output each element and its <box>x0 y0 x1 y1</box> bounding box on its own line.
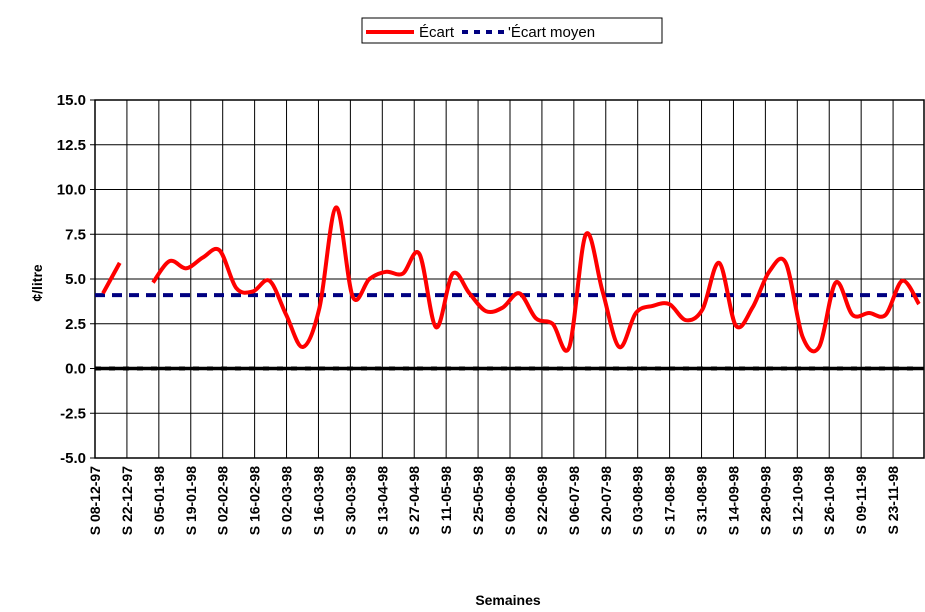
series <box>95 205 921 371</box>
x-tick-label: S 17-08-98 <box>662 466 678 535</box>
x-tick-label: S 28-09-98 <box>757 466 773 535</box>
y-tick-label: 0.0 <box>65 361 86 378</box>
x-tick-label: S 13-04-98 <box>374 466 390 535</box>
y-tick-label: 10.0 <box>57 182 86 199</box>
y-tick-label: 12.5 <box>57 137 86 154</box>
x-tick-label: S 22-06-98 <box>534 466 550 535</box>
x-tick-label: S 06-07-98 <box>566 466 582 535</box>
x-tick-label: S 08-12-97 <box>87 466 103 535</box>
x-tick-label: S 31-08-98 <box>694 466 710 535</box>
legend: Écart 'Écart moyen <box>361 17 663 44</box>
y-tick-label: -5.0 <box>60 450 86 467</box>
x-tick-label: S 20-07-98 <box>598 466 614 535</box>
x-tick-label: S 11-05-98 <box>438 466 454 535</box>
x-tick-label: S 26-10-98 <box>821 466 837 535</box>
x-tick-label: S 23-11-98 <box>885 466 901 535</box>
x-tick-label: S 30-03-98 <box>342 466 358 535</box>
x-tick-label: S 22-12-97 <box>119 466 135 535</box>
x-tick-label: S 14-09-98 <box>725 466 741 535</box>
series-ecart-line-segment <box>101 261 122 295</box>
x-tick-label: S 27-04-98 <box>406 466 422 535</box>
x-tick-label: S 02-03-98 <box>279 466 295 535</box>
x-axis-title: Semaines <box>475 592 541 608</box>
y-tick-label: 5.0 <box>65 271 86 288</box>
x-tick-label: S 25-05-98 <box>470 466 486 535</box>
y-tick-label: 7.5 <box>65 226 86 243</box>
x-tick-label: S 16-02-98 <box>247 466 263 535</box>
y-tick-labels: 15.0 12.5 10.0 7.5 5.0 2.5 0.0 -2.5 -5.0 <box>57 92 86 467</box>
x-tick-label: S 16-03-98 <box>310 466 326 535</box>
y-axis-title: ¢/litre <box>29 264 45 302</box>
x-tick-label: S 08-06-98 <box>502 466 518 535</box>
legend-label-ecart: Écart <box>419 24 455 41</box>
y-tick-label: -2.5 <box>60 405 86 422</box>
y-tick-label: 2.5 <box>65 316 86 333</box>
x-tick-labels: S 08-12-97 S 22-12-97 S 05-01-98 S 19-01-98… <box>87 466 901 535</box>
x-tick-label: S 12-10-98 <box>789 466 805 535</box>
y-tick-label: 15.0 <box>57 92 86 109</box>
x-tick-label: S 02-02-98 <box>215 466 231 535</box>
series-ecart-line-segment <box>151 205 921 354</box>
legend-label-ecart-moyen: 'Écart moyen <box>508 24 595 41</box>
x-tick-label: S 03-08-98 <box>630 466 646 535</box>
x-tick-label: S 05-01-98 <box>151 466 167 535</box>
x-tick-label: S 09-11-98 <box>853 466 869 535</box>
x-tick-label: S 19-01-98 <box>183 466 199 535</box>
